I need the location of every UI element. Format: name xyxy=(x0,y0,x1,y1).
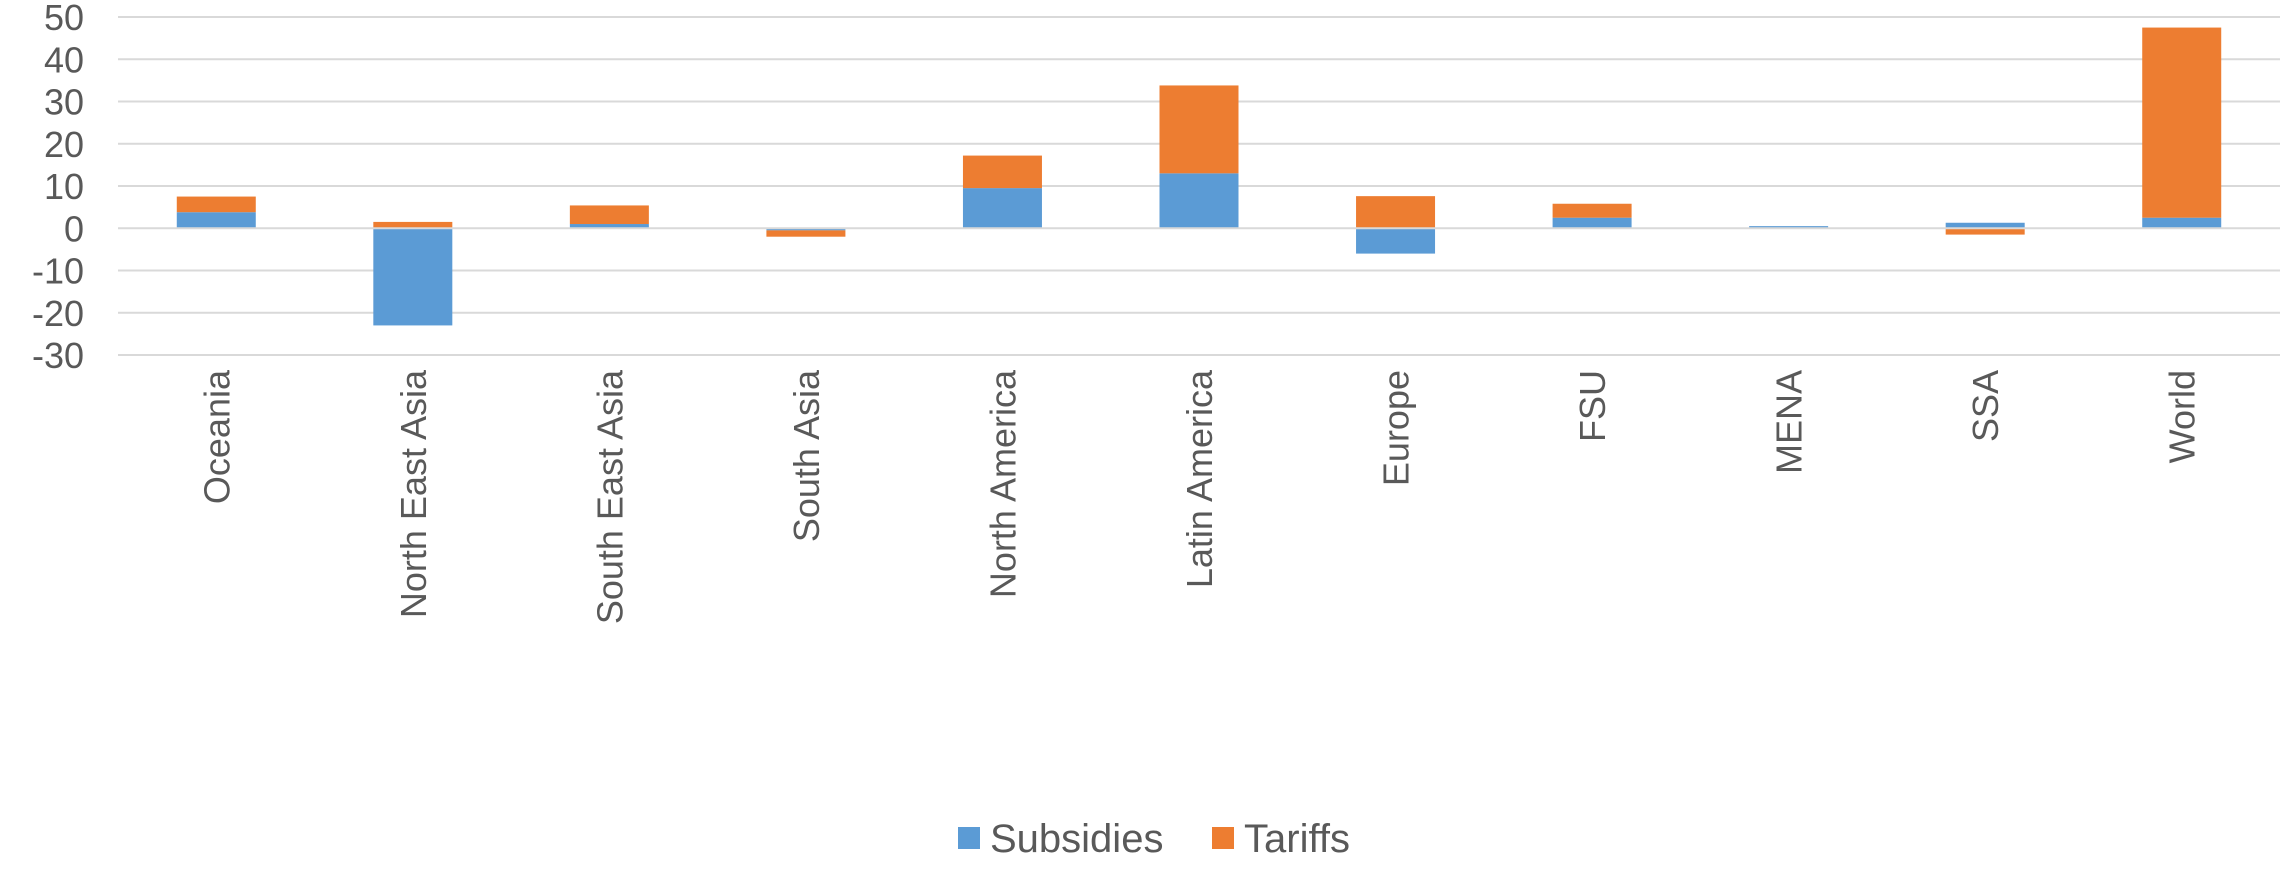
x-category-label: Latin America xyxy=(1179,369,1220,588)
bar-subsidies-oceania xyxy=(176,212,256,229)
legend[interactable]: Subsidies Tariffs xyxy=(958,817,1350,861)
bar-subsidies-latin-america xyxy=(1159,173,1239,229)
x-category-label: SSA xyxy=(1965,370,2006,442)
x-category-label: South East Asia xyxy=(589,369,630,624)
x-category-label: World xyxy=(2162,370,2203,463)
x-category-label: Oceania xyxy=(196,369,237,504)
bar-tariffs-south-east-asia xyxy=(569,205,649,225)
x-category-label: South Asia xyxy=(786,369,827,542)
bar-subsidies-europe xyxy=(1356,228,1436,254)
legend-label-subsidies[interactable]: Subsidies xyxy=(990,817,1163,861)
x-category-label: MENA xyxy=(1769,370,1810,474)
y-tick-label: 50 xyxy=(44,0,84,38)
bar-subsidies-north-east-asia xyxy=(373,228,453,326)
y-tick-label: -10 xyxy=(32,251,84,292)
y-tick-label: 0 xyxy=(64,208,84,249)
bar-tariffs-oceania xyxy=(176,196,256,213)
bar-subsidies-north-america xyxy=(962,188,1042,229)
bar-tariffs-south-asia xyxy=(766,230,846,237)
bar-tariffs-world xyxy=(2142,27,2222,218)
bar-tariffs-north-america xyxy=(962,155,1042,189)
bar-tariffs-fsu xyxy=(1552,203,1632,218)
x-category-label: Europe xyxy=(1376,370,1417,486)
x-axis-category-labels: Oceania North East Asia South East Asia Sou… xyxy=(196,369,2202,624)
bar-tariffs-latin-america xyxy=(1159,85,1239,174)
bar-subsidies-south-east-asia xyxy=(569,224,649,229)
bar-tariffs-north-east-asia xyxy=(373,221,453,229)
y-tick-label: -30 xyxy=(32,335,84,376)
bar-tariffs-ssa xyxy=(1945,228,2025,235)
bar-subsidies-south-asia xyxy=(766,228,846,231)
bars xyxy=(176,27,2222,326)
y-tick-label: -20 xyxy=(32,293,84,334)
y-tick-label: 20 xyxy=(44,124,84,165)
y-tick-label: 30 xyxy=(44,82,84,123)
bar-tariffs-europe xyxy=(1356,196,1436,229)
x-category-label: North America xyxy=(982,369,1023,598)
y-tick-label: 40 xyxy=(44,39,84,80)
bar-subsidies-fsu xyxy=(1552,217,1632,229)
legend-label-tariffs[interactable]: Tariffs xyxy=(1244,817,1350,861)
bar-subsidies-world xyxy=(2142,217,2222,229)
x-category-label: North East Asia xyxy=(393,369,434,618)
legend-swatch-tariffs xyxy=(1212,827,1234,849)
bar-subsidies-ssa xyxy=(1945,222,2025,229)
legend-swatch-subsidies xyxy=(958,827,980,849)
x-category-label: FSU xyxy=(1572,370,1613,442)
bar-subsidies-mena xyxy=(1749,226,1829,229)
y-tick-label: 10 xyxy=(44,166,84,207)
